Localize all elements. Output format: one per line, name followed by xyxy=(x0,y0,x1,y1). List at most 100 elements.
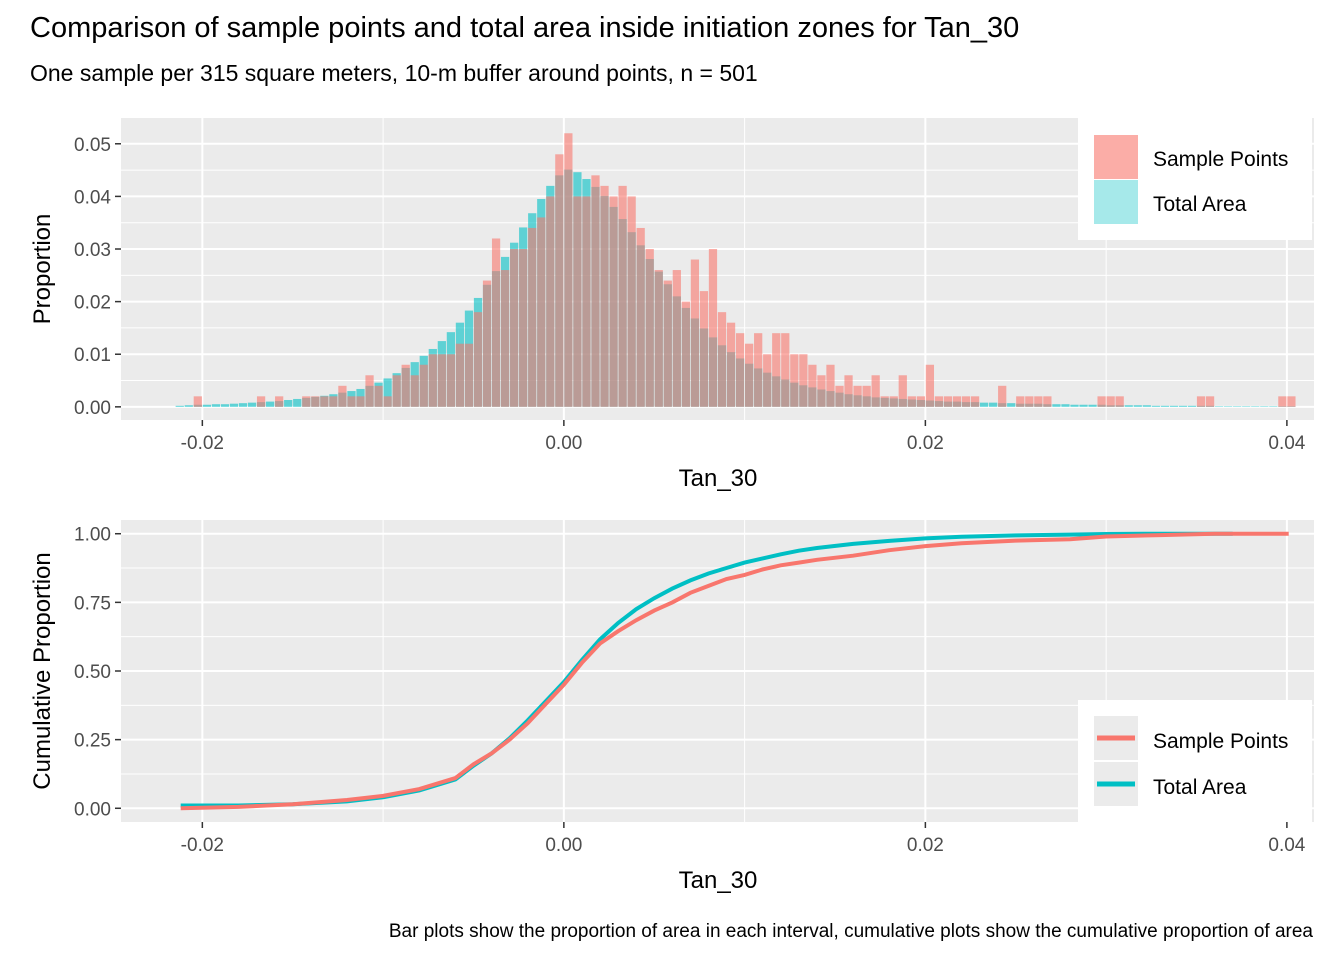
bar-total-area xyxy=(989,402,998,407)
bar-total-area xyxy=(1214,406,1224,407)
bar-sample-points xyxy=(772,333,781,407)
legend-label-sample-points-cumulative: Sample Points xyxy=(1153,730,1288,753)
legend-label-total-area: Total Area xyxy=(1153,193,1247,216)
bar-sample-points xyxy=(862,385,871,407)
bar-total-area xyxy=(266,401,275,407)
cumulative-line-sample-points xyxy=(180,531,1289,811)
bar-sample-points xyxy=(754,333,763,407)
bar-sample-points xyxy=(1205,396,1215,407)
bar-total-area xyxy=(1233,406,1242,407)
bar-total-area xyxy=(1260,406,1269,407)
bar-sample-points xyxy=(618,185,627,407)
bar-sample-points xyxy=(419,364,428,407)
bar-sample-points xyxy=(320,396,329,407)
bar-sample-points xyxy=(1016,396,1025,407)
bar-total-area xyxy=(238,403,248,407)
bar-sample-points xyxy=(880,396,889,407)
bar-sample-points xyxy=(934,396,944,407)
bar-total-area xyxy=(202,404,211,407)
bar-total-area xyxy=(1007,403,1016,407)
y-tick-label: 0.03 xyxy=(74,240,111,261)
bar-sample-points xyxy=(817,375,826,407)
x-tick-label: 0.00 xyxy=(545,835,582,856)
bar-sample-points xyxy=(482,280,492,407)
chart-caption: Bar plots show the proportion of area in… xyxy=(388,921,1313,942)
bar-sample-points xyxy=(437,354,446,407)
bar-sample-points xyxy=(510,249,519,407)
bar-sample-points xyxy=(654,270,663,407)
bar-sample-points xyxy=(636,227,645,407)
y-tick-label: 0.00 xyxy=(74,398,111,419)
bar-sample-points xyxy=(329,396,338,407)
bar-sample-points xyxy=(600,185,609,407)
bar-sample-points xyxy=(699,291,709,407)
bar-sample-points xyxy=(338,385,347,407)
y-tick-label: 0.02 xyxy=(74,293,111,314)
cumulative-y-ticks: 0.00 0.25 0.50 0.75 1.00 xyxy=(74,525,121,820)
legend-label-sample-points: Sample Points xyxy=(1153,148,1288,171)
y-tick-label: 0.05 xyxy=(74,135,111,156)
bar-total-area xyxy=(383,378,392,407)
bar-sample-points xyxy=(311,396,320,407)
bar-sample-points xyxy=(455,343,465,407)
bar-total-area xyxy=(220,404,230,407)
bar-sample-points xyxy=(609,196,618,407)
histogram-panel: -0.02 0.00 0.02 0.04 0.000.010.020.030.040.… xyxy=(29,118,1314,492)
bar-total-area xyxy=(1224,406,1233,407)
bar-total-area xyxy=(184,405,193,407)
bar-sample-points xyxy=(347,396,356,407)
bar-sample-points xyxy=(998,385,1007,407)
bar-sample-points xyxy=(717,312,727,407)
bar-sample-points xyxy=(1106,396,1115,407)
y-tick-label: 0.04 xyxy=(74,187,111,208)
bar-sample-points xyxy=(1278,396,1287,407)
bar-sample-points xyxy=(627,196,636,407)
bar-sample-points xyxy=(193,396,202,407)
bar-sample-points xyxy=(672,270,681,407)
bar-sample-points xyxy=(500,270,510,407)
bar-total-area xyxy=(1160,405,1169,407)
bar-sample-points xyxy=(428,354,437,407)
x-tick-label: 0.02 xyxy=(907,835,944,856)
histogram-legend: Sample Points Total Area xyxy=(1078,118,1312,240)
bar-total-area xyxy=(1151,405,1160,407)
bar-total-area xyxy=(284,400,293,407)
bar-sample-points xyxy=(528,227,537,407)
bar-sample-points xyxy=(781,333,790,407)
bar-total-area xyxy=(1169,405,1179,407)
y-tick-label: 0.50 xyxy=(74,662,111,683)
bar-sample-points xyxy=(1097,396,1106,407)
bar-sample-points xyxy=(726,322,736,407)
bar-total-area xyxy=(1088,404,1097,407)
bar-sample-points xyxy=(835,385,844,407)
bar-sample-points xyxy=(256,396,266,407)
bar-sample-points xyxy=(645,249,654,407)
bar-sample-points xyxy=(356,396,365,407)
bar-sample-points xyxy=(1115,396,1124,407)
legend-key-sample-points xyxy=(1094,135,1138,179)
bar-total-area xyxy=(1178,405,1188,407)
bar-total-area xyxy=(1187,405,1197,407)
bar-sample-points xyxy=(708,249,718,407)
bar-total-area xyxy=(979,402,989,407)
bar-total-area xyxy=(1142,405,1151,407)
bar-total-area xyxy=(1052,404,1061,407)
bar-sample-points xyxy=(916,396,925,407)
bar-sample-points xyxy=(519,249,528,407)
x-tick-label: 0.00 xyxy=(545,433,582,454)
histogram-x-ticks: -0.02 0.00 0.02 0.04 xyxy=(181,420,1306,454)
y-tick-label: 0.75 xyxy=(74,593,111,614)
bar-sample-points xyxy=(1196,396,1206,407)
bar-sample-points xyxy=(473,312,483,407)
x-tick-label: -0.02 xyxy=(181,433,224,454)
chart-subtitle: One sample per 315 square meters, 10-m b… xyxy=(30,60,758,86)
bar-sample-points xyxy=(853,385,862,407)
cumulative-x-axis-title: Tan_30 xyxy=(679,867,758,894)
bar-sample-points xyxy=(555,154,564,407)
bar-total-area xyxy=(1251,406,1260,407)
bar-sample-points xyxy=(925,364,935,407)
bar-sample-points xyxy=(275,396,284,407)
x-tick-label: 0.04 xyxy=(1268,835,1305,856)
bar-total-area xyxy=(1124,405,1133,407)
bar-sample-points xyxy=(844,375,853,407)
